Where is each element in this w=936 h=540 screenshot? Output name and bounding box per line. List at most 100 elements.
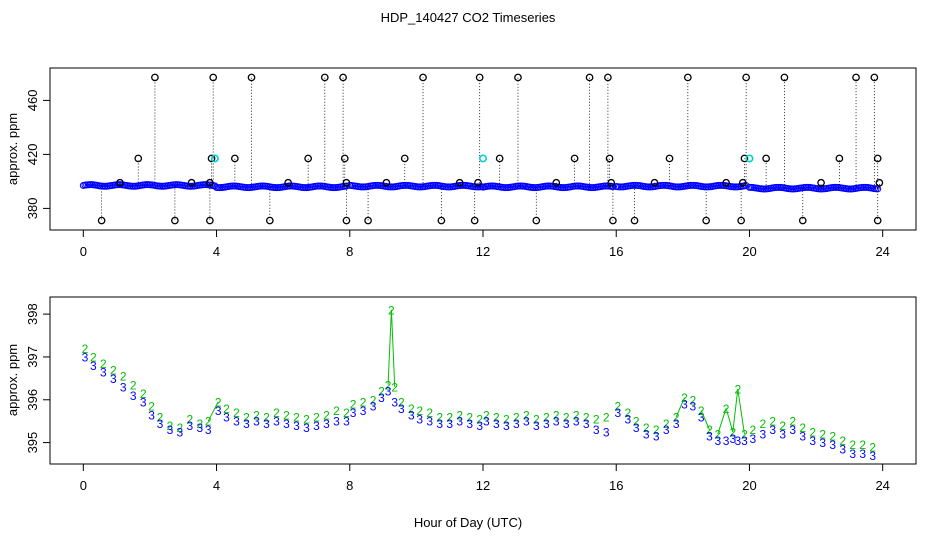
near-baseline-point xyxy=(187,178,196,187)
top-x-axis: 0 4 8 12 16 20 24 xyxy=(80,230,890,259)
series-3-point: 3 xyxy=(408,408,415,422)
series-3-point: 3 xyxy=(723,434,730,448)
near-baseline-point xyxy=(875,178,884,187)
series-2-point: 2 xyxy=(82,342,89,356)
series-2-point: 2 xyxy=(476,413,483,427)
high-outliers-point xyxy=(780,73,789,82)
series-2-point: 2 xyxy=(360,395,367,409)
series-3-point: 3 xyxy=(416,413,423,427)
series-2-point: 2 xyxy=(603,410,610,424)
series-3-point: 3 xyxy=(779,428,786,442)
series-2-point: 2 xyxy=(706,423,713,437)
series-3-point: 3 xyxy=(157,417,164,431)
series-3-point: 3 xyxy=(398,402,405,416)
mid-points-point xyxy=(231,154,239,163)
series-2-point: 2 xyxy=(187,413,194,427)
top-x-tick-label: 0 xyxy=(80,244,87,259)
top-x-tick-label: 12 xyxy=(476,244,490,259)
series-2-point: 2 xyxy=(759,417,766,431)
series-3-point: 3 xyxy=(603,425,610,439)
series-3-point: 3 xyxy=(653,430,660,444)
top-x-tick-label: 4 xyxy=(213,244,220,259)
series-3-point: 3 xyxy=(706,430,713,444)
series-3-point: 3 xyxy=(90,359,97,373)
series-3-point: 3 xyxy=(378,391,385,405)
series-2-point: 2 xyxy=(799,421,806,435)
series-3-point: 3 xyxy=(446,417,453,431)
series-2-point: 2 xyxy=(243,410,250,424)
series-2-point: 2 xyxy=(197,417,204,431)
top-x-tick-label: 16 xyxy=(609,244,623,259)
cyan-markers-point xyxy=(478,154,487,163)
bottom-x-tick-label: 4 xyxy=(213,478,220,493)
series-3-point: 3 xyxy=(869,449,876,463)
series-3-point: 3 xyxy=(689,400,696,414)
near-baseline-point xyxy=(382,178,391,187)
series-3-point: 3 xyxy=(177,425,184,439)
series-3-point: 3 xyxy=(263,417,270,431)
bottom-x-tick-label: 8 xyxy=(346,478,353,493)
series-3-point: 3 xyxy=(503,419,510,433)
mid-points-point xyxy=(340,154,349,163)
series-2-point: 2 xyxy=(110,363,117,377)
series-3-point: 3 xyxy=(543,417,550,431)
mid-points-point xyxy=(740,154,749,163)
series-2-point: 2 xyxy=(343,406,350,420)
series-2-point: 2 xyxy=(466,410,473,424)
series-2-point: 2 xyxy=(849,438,856,452)
series-2-point: 2 xyxy=(689,393,696,407)
near-baseline-point xyxy=(607,178,616,187)
series-3-point: 3 xyxy=(829,438,836,452)
series-2-point: 2 xyxy=(398,395,405,409)
series-3-point: 3 xyxy=(100,365,107,379)
series-3-point: 3 xyxy=(615,406,622,420)
series-3-point: 3 xyxy=(110,372,117,386)
near-baseline-point xyxy=(206,178,214,187)
bottom-x-axis: 0 4 8 12 16 20 24 xyxy=(80,464,890,493)
near-baseline-point xyxy=(284,178,292,187)
series-2-point: 2 xyxy=(333,404,340,418)
series-2-connector xyxy=(207,401,219,422)
near-baseline-point xyxy=(116,178,124,187)
near-baseline-point xyxy=(552,178,561,187)
series-3-point: 3 xyxy=(370,400,377,414)
series-2-point: 2 xyxy=(408,402,415,416)
series-3-point: 3 xyxy=(82,350,89,364)
series-2-point: 2 xyxy=(789,415,796,429)
series-2-point: 2 xyxy=(543,410,550,424)
low-outliers-point xyxy=(873,216,882,225)
series-3-point: 3 xyxy=(749,432,756,446)
low-outliers-point xyxy=(437,216,446,225)
mid-points-point xyxy=(570,154,579,163)
top-panel: 380 420 460 0 4 8 12 16 20 24 approx. ppm xyxy=(5,67,917,259)
series-2-point: 2 xyxy=(653,423,660,437)
series-2-point: 2 xyxy=(809,425,816,439)
series-2-point: 2 xyxy=(223,402,230,416)
bottom-x-tick-label: 24 xyxy=(875,478,889,493)
top-plot-frame xyxy=(49,67,917,231)
series-2-point: 2 xyxy=(446,410,453,424)
series-2-point: 2 xyxy=(148,400,155,414)
series-2-connector xyxy=(387,309,392,385)
top-y-tick-label: 420 xyxy=(25,144,40,166)
series-2-point: 2 xyxy=(729,425,736,439)
high-outliers-point xyxy=(852,73,860,82)
series-2-point: 2 xyxy=(563,410,570,424)
bottom-x-tick-label: 12 xyxy=(476,478,490,493)
mid-points-point xyxy=(762,154,770,163)
series-3-point: 3 xyxy=(391,395,398,409)
series-2-point: 2 xyxy=(829,430,836,444)
cyan-markers-point xyxy=(210,154,219,163)
series-3-point: 3 xyxy=(140,395,147,409)
series-3-point: 3 xyxy=(360,404,367,418)
high-outliers-point xyxy=(870,73,879,82)
series-3-point: 3 xyxy=(350,406,357,420)
series-3-point: 3 xyxy=(233,415,240,429)
series-2-point: 2 xyxy=(633,415,640,429)
series-3-point: 3 xyxy=(633,421,640,435)
series-3-point: 3 xyxy=(809,434,816,448)
series-2-point: 2 xyxy=(436,410,443,424)
high-outliers-point xyxy=(209,73,218,82)
series-2-connector xyxy=(717,408,727,435)
near-baseline-point xyxy=(474,178,482,187)
